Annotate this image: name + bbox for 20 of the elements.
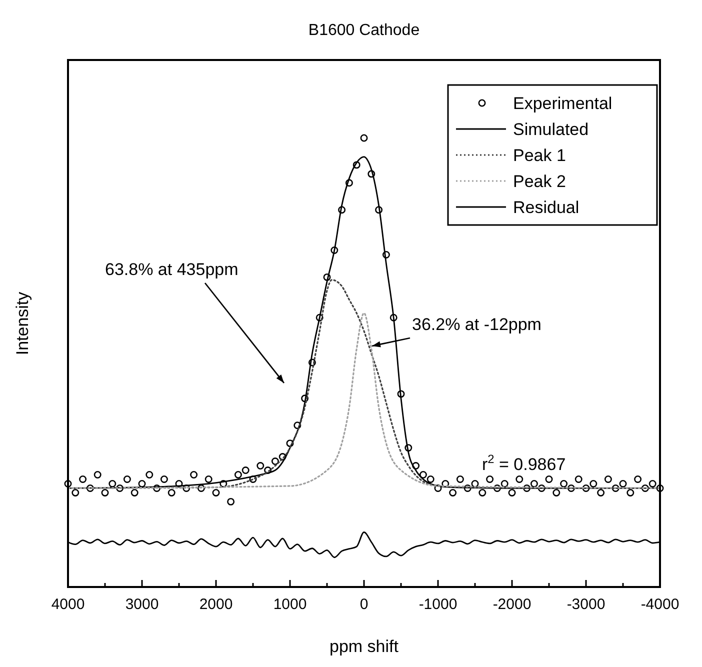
x-tick-label: -4000 <box>640 596 680 613</box>
x-tick-label: -1000 <box>418 596 458 613</box>
legend-label: Peak 1 <box>513 146 566 165</box>
x-tick-label: 3000 <box>125 596 159 613</box>
chart-title: B1600 Cathode <box>308 22 420 39</box>
legend-label: Simulated <box>513 120 589 139</box>
x-axis-title: ppm shift <box>330 637 399 656</box>
x-tick-label: 2000 <box>199 596 233 613</box>
annotation: r$^{2}$ = 0.9867 <box>482 452 566 474</box>
annotation: 36.2% at -12ppm <box>412 315 542 334</box>
y-axis-title: Intensity <box>13 291 32 356</box>
legend-label: Peak 2 <box>513 172 566 191</box>
x-tick-label: -2000 <box>492 596 532 613</box>
x-tick-label: -3000 <box>566 596 606 613</box>
x-tick-label: 1000 <box>273 596 307 613</box>
legend-label: Residual <box>513 198 580 217</box>
x-tick-label: 4000 <box>51 596 85 613</box>
annotation: 63.8% at 435ppm <box>105 260 238 279</box>
legend-label: Experimental <box>513 94 612 113</box>
x-tick-label: 0 <box>360 596 368 613</box>
